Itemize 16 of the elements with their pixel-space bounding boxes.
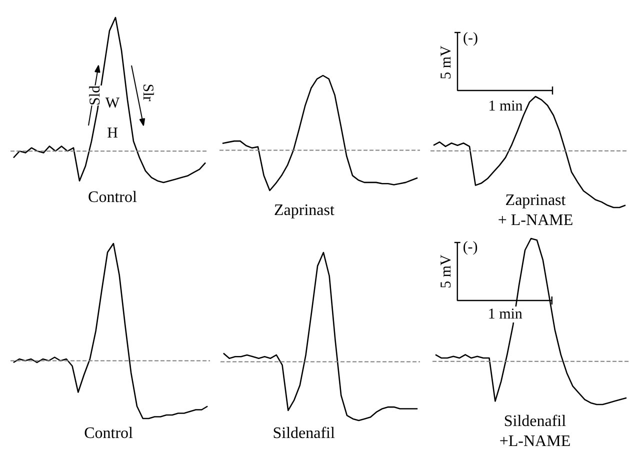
annotation: 1 min (488, 98, 524, 114)
text: (-) (463, 30, 478, 46)
x-axis-title: Sildenafil +L-NAME (499, 412, 571, 450)
text: 5 mV (438, 45, 454, 80)
x-axis-title: Control (84, 425, 134, 442)
x-axis-title: Zaprinast + L-NAME (498, 192, 574, 230)
annotation: W (105, 96, 120, 112)
annotation: Slr (140, 84, 156, 102)
annotation: H (107, 126, 118, 142)
annotation: (-) (462, 240, 478, 256)
x-axis-title: Control (88, 189, 138, 206)
annotation: Sld (88, 84, 104, 106)
annotation: 1 min (488, 306, 523, 322)
x-axis-title: Zaprinast (274, 202, 335, 219)
x-axis-title: Sildenafil (272, 425, 336, 442)
annotation: 5 mV (438, 254, 454, 288)
